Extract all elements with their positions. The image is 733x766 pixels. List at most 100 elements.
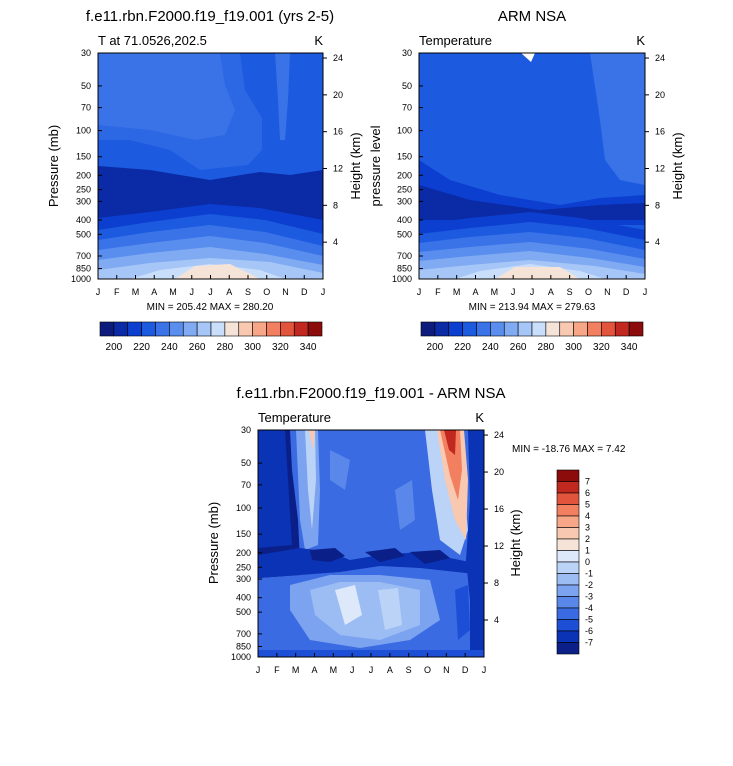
panel-obs-subtitle: Temperature — [419, 33, 492, 48]
colorbar-label: 4 — [585, 511, 590, 521]
panel-model-colorbar: 200 220 240 260 280 300 320 340 — [99, 321, 323, 353]
panel-obs-minmax: MIN = 213.94 MAX = 279.63 — [469, 302, 596, 313]
colorbar-swatch — [556, 527, 580, 540]
colorbar-swatch — [556, 492, 580, 505]
x-tick-label: M — [330, 665, 338, 675]
y-tick-label: 300 — [236, 574, 251, 584]
x-tick-label: O — [263, 287, 270, 297]
x-tick-label: O — [424, 665, 431, 675]
y-tick-label: 50 — [402, 81, 412, 91]
panel-model-ylabel: Pressure (mb) — [46, 125, 61, 207]
colorbar-swatch — [224, 321, 240, 337]
colorbar-swatch — [169, 321, 184, 337]
y-tick-label: 400 — [397, 215, 412, 225]
colorbar-swatch — [556, 642, 580, 655]
y-tick-label: 700 — [76, 251, 91, 261]
colorbar-label: -7 — [585, 638, 593, 648]
x-tick-label: A — [548, 287, 554, 297]
colorbar-swatch — [614, 321, 630, 337]
x-tick-label: A — [472, 287, 478, 297]
y-right-tick-label: 16 — [494, 504, 504, 514]
x-tick-label: F — [114, 287, 120, 297]
x-tick-label: D — [301, 287, 308, 297]
y-tick-label: 400 — [236, 593, 251, 603]
panel-model-title: f.e11.rbn.F2000.f19_f19.001 (yrs 2-5) — [86, 8, 334, 25]
colorbar-label: 7 — [585, 477, 590, 487]
colorbar-label: 240 — [482, 342, 499, 353]
colorbar-swatch — [556, 584, 580, 597]
colorbar-label: 260 — [510, 342, 527, 353]
colorbar-label: 0 — [585, 557, 590, 567]
y-tick-label: 30 — [402, 48, 412, 58]
band-250-obs — [419, 53, 645, 185]
colorbar-label: 340 — [300, 342, 317, 353]
y-right-tick-label: 16 — [333, 127, 343, 137]
colorbar-swatch — [252, 321, 267, 337]
colorbar-label: 300 — [565, 342, 582, 353]
y-right-tick-label: 8 — [494, 578, 499, 588]
panel-diff-ylabel-right: Height (km) — [508, 509, 523, 576]
panel-model-units: K — [314, 33, 323, 48]
colorbar-swatch — [556, 596, 580, 609]
x-tick-label: F — [435, 287, 441, 297]
colorbar-swatch — [182, 321, 198, 337]
y-right-tick-label: 24 — [655, 53, 665, 63]
x-tick-label: D — [623, 287, 630, 297]
y-tick-label: 700 — [236, 629, 251, 639]
colorbar-swatch — [556, 561, 580, 574]
y-right-tick-label: 20 — [655, 90, 665, 100]
x-tick-label: J — [643, 287, 648, 297]
y-tick-label: 300 — [397, 196, 412, 206]
panel-obs-field — [419, 53, 645, 279]
y-right-tick-label: 4 — [655, 237, 660, 247]
colorbar-swatch — [462, 321, 477, 337]
y-right-tick-label: 8 — [333, 200, 338, 210]
colorbar-swatch — [307, 321, 323, 337]
colorbar-swatch — [503, 321, 519, 337]
panel-diff-subtitle: Temperature — [258, 410, 331, 425]
panel-obs-colorbar: 200 220 240 260 280 300 320 340 — [420, 321, 644, 353]
panel-diff-axes: J F M A M J J A S O N D J 30 50 70 100 150 200 250 300 400 500… — [231, 425, 504, 675]
colorbar-swatch — [587, 321, 602, 337]
x-tick-label: S — [245, 287, 251, 297]
colorbar-label: 6 — [585, 488, 590, 498]
colorbar-label: 220 — [454, 342, 471, 353]
colorbar-swatch — [420, 321, 436, 337]
colorbar-label: 320 — [272, 342, 289, 353]
panel-diff-units: K — [475, 410, 484, 425]
x-tick-label: N — [282, 287, 289, 297]
y-right-tick-label: 20 — [494, 467, 504, 477]
x-tick-label: A — [226, 287, 232, 297]
colorbar-label: 340 — [621, 342, 638, 353]
x-tick-label: A — [387, 665, 393, 675]
y-right-tick-label: 16 — [655, 127, 665, 137]
panel-diff-title: f.e11.rbn.F2000.f19_f19.001 - ARM NSA — [236, 385, 505, 402]
panel-diff-minmax: MIN = -18.76 MAX = 7.42 — [512, 444, 626, 455]
colorbar-swatch — [573, 321, 588, 337]
y-tick-label: 200 — [76, 170, 91, 180]
panel-diff-colorbar: 76 54 32 10 -1-2 -3-4 -5-6 -7 — [556, 469, 593, 655]
colorbar-label: 240 — [161, 342, 178, 353]
colorbar-swatch — [556, 619, 580, 632]
colorbar-swatch — [556, 515, 580, 528]
y-tick-label: 400 — [76, 215, 91, 225]
panel-obs: ARM NSA Temperature K J F M A M J J A S O N D J 30 50 7… — [368, 8, 685, 353]
x-tick-label: N — [604, 287, 611, 297]
colorbar-swatch — [556, 481, 580, 494]
y-right-tick-label: 12 — [494, 541, 504, 551]
y-right-tick-label: 24 — [333, 53, 343, 63]
panel-obs-ylabel-right: Height (km) — [670, 132, 685, 199]
x-tick-label: J — [530, 287, 535, 297]
x-tick-label: J — [417, 287, 422, 297]
colorbar-swatch — [556, 573, 580, 586]
y-tick-label: 150 — [236, 529, 251, 539]
colorbar-swatch — [113, 321, 129, 337]
x-tick-label: N — [443, 665, 450, 675]
y-tick-label: 70 — [241, 480, 251, 490]
colorbar-label: -1 — [585, 569, 593, 579]
y-right-tick-label: 20 — [333, 90, 343, 100]
y-tick-label: 30 — [81, 48, 91, 58]
panel-model: f.e11.rbn.F2000.f19_f19.001 (yrs 2-5) T … — [46, 8, 363, 353]
y-tick-label: 1000 — [71, 274, 91, 284]
